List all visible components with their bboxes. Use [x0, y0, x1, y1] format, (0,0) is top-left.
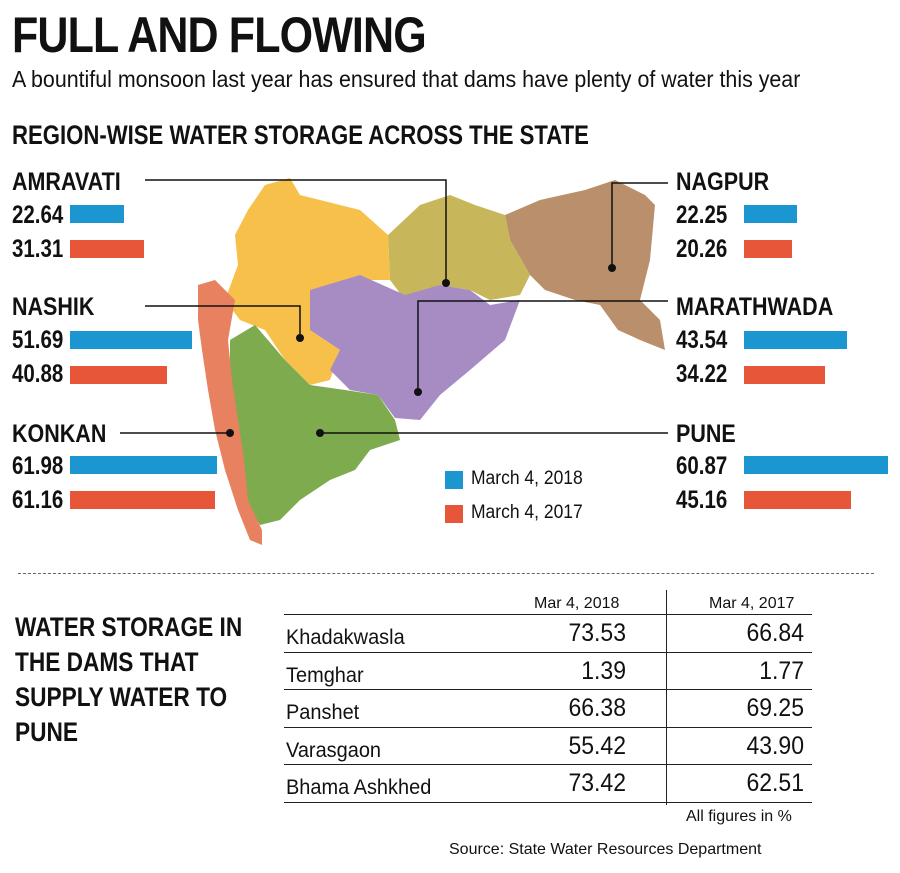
value-label-2017-marathwada: 34.22 — [676, 360, 728, 388]
chart-subtitle: A bountiful monsoon last year has ensure… — [12, 66, 801, 92]
table-column-divider — [666, 590, 667, 805]
table-rule — [284, 614, 812, 615]
leader-marathwada — [417, 300, 668, 392]
value-label-2018-pune: 60.87 — [676, 452, 728, 480]
table-rule — [284, 726, 812, 728]
leader-dot-konkan — [226, 429, 234, 437]
value-label-2017-konkan: 61.16 — [12, 486, 64, 514]
bar-2018-pune — [744, 456, 888, 474]
legend-swatch-2018 — [445, 471, 463, 489]
dam-value-2018: 73.53 — [568, 619, 626, 647]
region-label-marathwada: MARATHWADA — [676, 293, 834, 321]
value-label-2017-nashik: 40.88 — [12, 360, 64, 388]
col-header-2018: Mar 4, 2018 — [534, 595, 620, 612]
chart-title: FULL AND FLOWING — [12, 7, 427, 63]
dam-value-2018: 73.42 — [568, 769, 626, 797]
value-label-2018-marathwada: 43.54 — [676, 326, 728, 354]
bar-2017-konkan — [70, 491, 215, 509]
leader-amravati — [145, 179, 447, 283]
dams-section-heading: WATER STORAGE IN THE DAMS THAT SUPPLY WA… — [15, 612, 243, 747]
legend-swatch-2017 — [445, 505, 463, 523]
maharashtra-map — [120, 178, 668, 545]
region-label-nashik: NASHIK — [12, 293, 95, 321]
value-label-2018-amravati: 22.64 — [12, 201, 64, 229]
value-label-2017-nagpur: 20.26 — [676, 235, 728, 263]
leader-dot-marathwada — [414, 388, 422, 396]
table-rule — [284, 689, 812, 690]
dam-value-2017: 1.77 — [759, 656, 804, 685]
dam-value-2017: 43.90 — [746, 731, 804, 760]
table-rule — [284, 764, 812, 765]
dam-value-2018: 1.39 — [581, 656, 626, 685]
dam-name: Bhama Ashkhed — [286, 776, 432, 799]
bar-2018-nagpur — [744, 205, 797, 223]
table-rule — [284, 801, 812, 803]
dam-name: Temghar — [286, 663, 364, 687]
table-rule — [284, 651, 812, 653]
leader-nagpur — [611, 182, 668, 268]
col-header-2017: Mar 4, 2017 — [709, 595, 795, 612]
map-region-marathwada — [310, 275, 520, 420]
bar-2017-nashik — [70, 366, 167, 384]
legend-label-2017: March 4, 2017 — [471, 502, 583, 523]
dam-value-2017: 69.25 — [746, 694, 804, 722]
map-region-konkan — [198, 280, 262, 545]
bar-2017-pune — [744, 491, 851, 509]
leader-dot-amravati — [442, 279, 450, 287]
bar-2018-amravati — [70, 205, 124, 223]
region-section-heading: REGION-WISE WATER STORAGE ACROSS THE STA… — [12, 120, 589, 150]
bar-2017-nagpur — [744, 240, 792, 258]
bar-2018-nashik — [70, 331, 192, 349]
dam-name: Khadakwasla — [286, 626, 405, 649]
region-label-pune: PUNE — [676, 420, 736, 448]
leader-nashik — [145, 305, 301, 338]
value-label-2018-nashik: 51.69 — [12, 326, 64, 354]
units-note: All figures in % — [686, 808, 792, 825]
region-label-nagpur: NAGPUR — [676, 168, 770, 196]
value-label-2017-amravati: 31.31 — [12, 235, 64, 263]
bar-2018-konkan — [70, 456, 217, 474]
map-region-yellow — [225, 178, 390, 385]
leader-dot-nashik — [296, 334, 304, 342]
leader-dot-nagpur — [608, 264, 616, 272]
value-label-2018-nagpur: 22.25 — [676, 201, 728, 229]
source-note: Source: State Water Resources Department — [449, 841, 762, 858]
map-region-olive — [388, 195, 530, 300]
dam-value-2018: 66.38 — [568, 694, 626, 722]
value-label-2017-pune: 45.16 — [676, 486, 728, 514]
bar-2018-marathwada — [744, 331, 847, 349]
region-label-amravati: AMRAVATI — [12, 168, 121, 196]
leader-dot-pune — [316, 429, 324, 437]
dam-value-2018: 55.42 — [568, 731, 626, 760]
value-label-2018-konkan: 61.98 — [12, 452, 64, 480]
dam-name: Varasgaon — [286, 738, 382, 762]
dam-value-2017: 66.84 — [746, 619, 804, 647]
map-region-nagpur — [505, 180, 665, 350]
legend-label-2018: March 4, 2018 — [471, 468, 583, 489]
region-label-konkan: KONKAN — [12, 420, 107, 448]
dam-name: Panshet — [286, 701, 360, 724]
bar-2017-marathwada — [744, 366, 825, 384]
map-region-pune — [230, 325, 400, 525]
bar-2017-amravati — [70, 240, 144, 258]
section-divider — [18, 573, 874, 574]
dam-value-2017: 62.51 — [746, 769, 804, 797]
